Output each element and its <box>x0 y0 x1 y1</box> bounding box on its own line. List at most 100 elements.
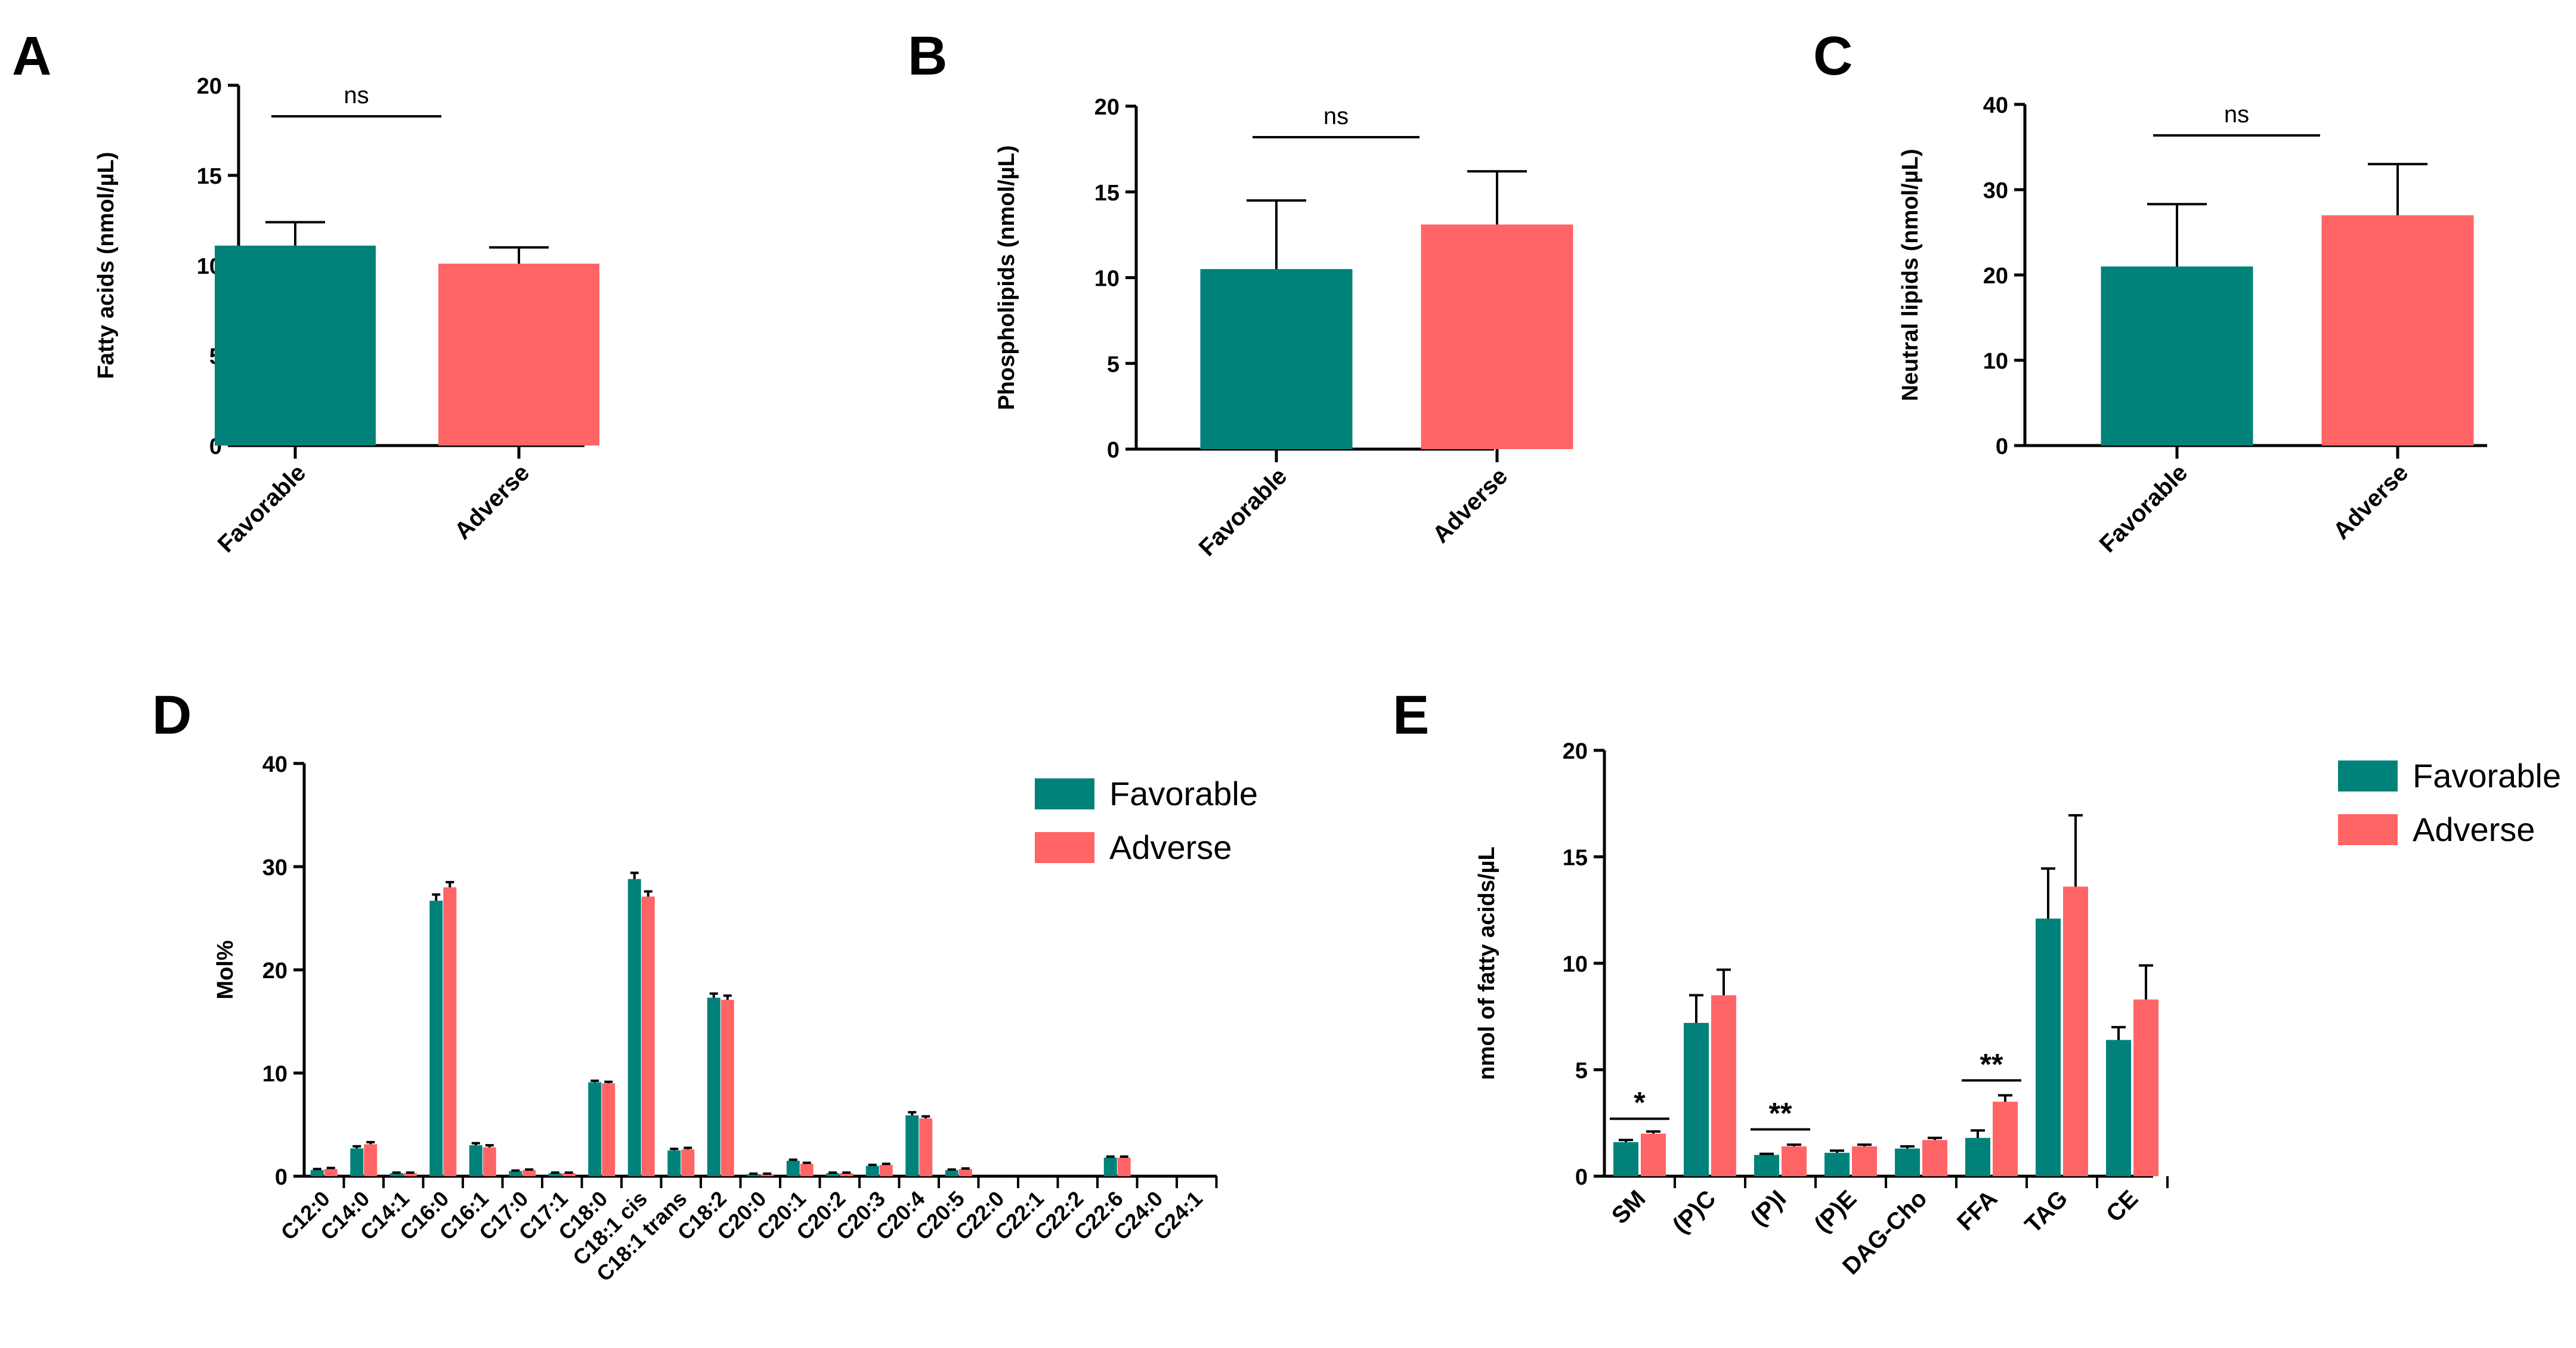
bar-adverse <box>840 1173 853 1176</box>
bar-favorable <box>215 245 376 446</box>
bar-favorable <box>826 1173 840 1176</box>
y-tick-label: 40 <box>262 752 287 777</box>
bar-favorable <box>2106 1040 2131 1176</box>
bar-adverse <box>438 263 599 446</box>
y-tick-label: 15 <box>1563 846 1588 871</box>
y-tick-label: 5 <box>1107 352 1120 377</box>
bar-favorable <box>2036 919 2061 1176</box>
y-tick-label: 0 <box>275 1165 287 1190</box>
bar-adverse <box>641 896 655 1176</box>
bar-adverse <box>1782 1146 1807 1176</box>
panel-letter: B <box>908 26 947 86</box>
y-tick-label: 10 <box>1563 952 1588 977</box>
bar-adverse <box>1993 1102 2018 1176</box>
y-tick-label: 10 <box>1983 349 2008 374</box>
significance-label: * <box>1634 1086 1646 1120</box>
significance-label: ns <box>344 82 369 109</box>
bar-favorable <box>509 1171 522 1176</box>
bar-adverse <box>919 1118 933 1176</box>
x-tick-label: (P)I <box>1746 1185 1792 1231</box>
bar-favorable <box>1965 1137 1990 1176</box>
bar-adverse <box>364 1144 378 1176</box>
bar-adverse <box>1421 224 1573 449</box>
x-tick-label: Adverse <box>450 459 535 545</box>
significance-label: ns <box>2224 101 2249 128</box>
y-tick-label: 20 <box>1094 95 1120 120</box>
x-tick-label: (P)E <box>1810 1185 1862 1238</box>
chart-panel-A: A05101520Fatty acids (nmol/µL)FavorableA… <box>12 26 599 558</box>
y-tick-label: 15 <box>1094 181 1120 206</box>
bar-adverse <box>562 1173 576 1176</box>
y-axis-title: Fatty acids (nmol/µL) <box>94 152 119 379</box>
bar-favorable <box>1754 1155 1779 1176</box>
bar-adverse <box>760 1174 774 1176</box>
y-tick-label: 20 <box>1983 264 2008 289</box>
bar-adverse <box>522 1170 536 1176</box>
y-tick-label: 15 <box>197 164 222 189</box>
y-axis-title: nmol of fatty acids/µL <box>1474 846 1499 1080</box>
x-tick-label: FFA <box>1952 1185 2003 1236</box>
bar-favorable <box>588 1082 602 1176</box>
significance-label: ** <box>1769 1096 1792 1130</box>
x-tick-label: Favorable <box>213 459 311 558</box>
significance-label: ** <box>1980 1047 2003 1081</box>
bar-favorable <box>945 1170 958 1176</box>
bar-adverse <box>324 1168 338 1176</box>
bar-favorable <box>707 997 720 1176</box>
legend-label-adverse: Adverse <box>2413 811 2535 848</box>
legend: Favorable Adverse <box>1035 775 1258 866</box>
panel-letter: C <box>1813 26 1853 86</box>
y-axis-title: Mol% <box>213 940 238 999</box>
bar-adverse <box>958 1168 972 1176</box>
chart-panel-D: D010203040Mol%C12:0C14:0C14:1C16:0C16:1C… <box>152 685 1258 1286</box>
bar-adverse <box>1852 1146 1877 1176</box>
y-tick-label: 5 <box>1575 1059 1588 1084</box>
bar-adverse <box>1711 995 1736 1176</box>
x-tick-label: (P)C <box>1668 1185 1721 1238</box>
bar-favorable <box>429 901 443 1176</box>
y-tick-label: 20 <box>1563 739 1588 764</box>
y-tick-label: 20 <box>262 959 287 984</box>
legend-label-adverse: Adverse <box>1109 828 1232 866</box>
chart-panel-B: B 0 5 10 15 20 Phospholipids (nmol/µL) Favorabl… <box>908 26 1573 561</box>
y-tick-label: 40 <box>1983 93 2008 118</box>
bar-favorable <box>1200 269 1353 449</box>
bar-adverse <box>1117 1157 1131 1176</box>
y-tick-label: 0 <box>1996 434 2008 459</box>
panel-letter: D <box>152 685 191 746</box>
x-tick-label: Favorable <box>1194 463 1292 561</box>
legend: Favorable Adverse <box>2338 757 2561 848</box>
bar-favorable <box>786 1161 800 1176</box>
x-tick-label: Adverse <box>1428 463 1513 548</box>
bar-favorable <box>627 879 641 1176</box>
bar-favorable <box>1824 1152 1850 1176</box>
significance-label: ns <box>1323 103 1349 129</box>
bar-adverse <box>2321 215 2474 446</box>
bar-adverse <box>681 1149 695 1176</box>
bar-adverse <box>2133 999 2158 1176</box>
y-tick-label: 0 <box>1107 438 1120 463</box>
legend-swatch-adverse <box>2338 814 2398 845</box>
x-tick-label: CE <box>2101 1185 2143 1227</box>
bar-favorable <box>469 1145 483 1176</box>
panel-letter: A <box>12 26 51 86</box>
bar-favorable <box>389 1173 403 1176</box>
bar-adverse <box>602 1083 616 1176</box>
chart-panel-E: E 0 5 10 15 20 nmol of fatty acids/µL SM (P)C (P)… <box>1393 685 2561 1280</box>
legend-swatch-favorable <box>2338 760 2398 792</box>
y-axis-title: Neutral lipids (nmol/µL) <box>1898 149 1923 401</box>
bar-adverse <box>483 1147 496 1176</box>
chart-panel-C: C 0 10 20 30 40 Neutral lipids (nmol/µL) Favora… <box>1813 26 2487 558</box>
bar-adverse <box>403 1173 417 1176</box>
bar-adverse <box>443 887 457 1176</box>
y-axis-title: Phospholipids (nmol/µL) <box>994 145 1019 410</box>
y-tick-label: 10 <box>1094 267 1120 292</box>
legend-swatch-favorable <box>1035 778 1094 809</box>
y-tick-label: 10 <box>262 1062 287 1087</box>
legend-label-favorable: Favorable <box>1109 775 1258 812</box>
bar-adverse <box>1922 1140 1947 1176</box>
bar-adverse <box>800 1164 814 1176</box>
bar-favorable <box>1613 1142 1638 1176</box>
bar-favorable <box>1684 1022 1709 1176</box>
